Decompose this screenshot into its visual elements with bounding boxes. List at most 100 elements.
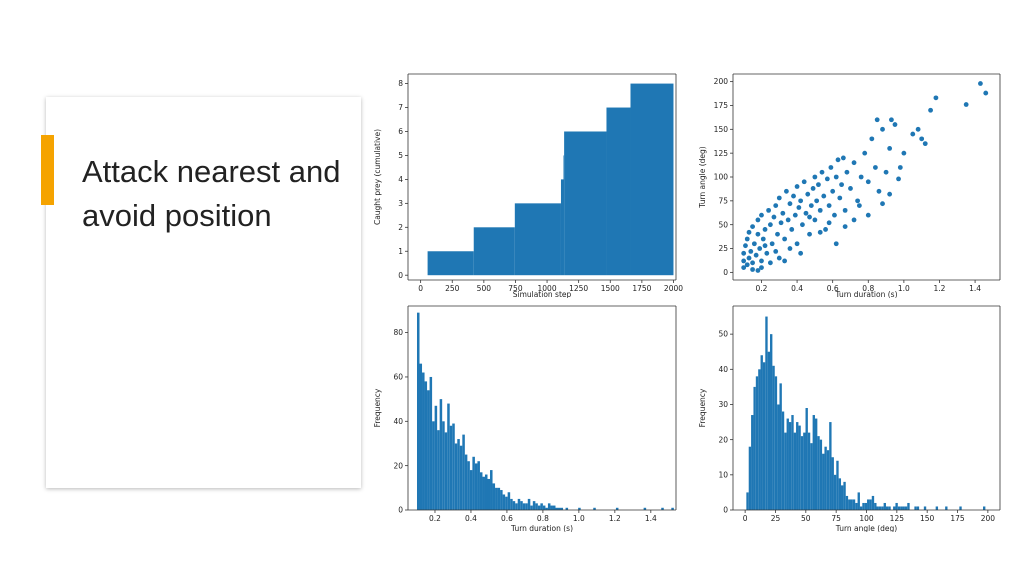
histogram-bar bbox=[643, 507, 647, 510]
histogram-bar bbox=[900, 506, 903, 510]
step-area-0 bbox=[427, 251, 474, 276]
histogram-bar bbox=[459, 445, 463, 510]
scatter-point bbox=[833, 174, 839, 180]
y-axis-label: Frequency bbox=[373, 388, 382, 427]
histogram-bar bbox=[479, 472, 483, 510]
y-tick-label: 20 bbox=[393, 461, 403, 470]
histogram-bar bbox=[532, 501, 536, 510]
scatter-point bbox=[874, 117, 880, 123]
histogram-bar bbox=[424, 381, 428, 510]
y-tick-label: 150 bbox=[714, 125, 729, 134]
histogram-bar bbox=[836, 460, 839, 510]
y-tick-label: 8 bbox=[398, 79, 403, 88]
histogram-bar bbox=[558, 507, 561, 510]
scatter-point bbox=[807, 231, 812, 237]
histogram-bar bbox=[746, 492, 749, 510]
histogram-bar bbox=[490, 470, 493, 510]
histogram-bar bbox=[449, 425, 453, 510]
histogram-bar bbox=[751, 415, 754, 510]
histogram-bar bbox=[841, 485, 844, 510]
scatter-point bbox=[750, 267, 755, 272]
scatter-point bbox=[901, 150, 907, 156]
histogram-bar bbox=[822, 453, 825, 510]
histogram-bar bbox=[914, 506, 917, 510]
scatter-point bbox=[776, 255, 782, 261]
hist_duration-svg: 0.2 0.4 0.6 0.8 1.0 1.2 1.4 0 20 40 60 80 Turn durat… bbox=[373, 305, 677, 532]
histogram-bar bbox=[565, 507, 569, 510]
histogram-bar bbox=[959, 506, 962, 510]
scatter-point bbox=[762, 243, 768, 249]
x-tick-label: 25 bbox=[771, 514, 781, 523]
scatter-point bbox=[741, 250, 747, 256]
x-tick-label: 50 bbox=[801, 514, 811, 523]
scatter-point bbox=[791, 193, 796, 199]
histogram-bar bbox=[661, 507, 664, 510]
x-tick-label: 0.2 bbox=[756, 284, 768, 293]
histogram-bar bbox=[530, 505, 533, 510]
y-tick-label: 125 bbox=[714, 149, 729, 158]
histogram-bar bbox=[753, 386, 756, 510]
x-tick-label: 150 bbox=[920, 514, 935, 523]
histogram-bar bbox=[826, 450, 830, 510]
histogram-bar bbox=[895, 502, 898, 510]
scatter-point bbox=[865, 179, 871, 185]
histogram-bar bbox=[800, 436, 804, 510]
histogram-bar bbox=[517, 498, 521, 510]
y-tick-label: 0 bbox=[723, 268, 728, 277]
histogram-bar bbox=[535, 503, 538, 510]
scatter-point bbox=[848, 186, 853, 191]
histogram-bar bbox=[552, 505, 556, 510]
scatter-point bbox=[830, 188, 836, 194]
histogram-bar bbox=[755, 376, 759, 510]
histogram-bar bbox=[542, 505, 546, 510]
title-card bbox=[46, 97, 361, 488]
histogram-bar bbox=[464, 454, 468, 510]
hist_angle-svg: 0 25 50 75 100 125 150 175 200 0 10 20 30 40 50 Turn an… bbox=[698, 305, 1001, 532]
scatter-point bbox=[869, 136, 875, 142]
histogram-bar bbox=[824, 446, 827, 510]
histogram-bar bbox=[512, 501, 516, 510]
scatter-point bbox=[803, 210, 809, 216]
x-tick-label: 1.0 bbox=[573, 514, 585, 523]
histogram-bar bbox=[817, 436, 820, 510]
histogram-bar bbox=[492, 483, 496, 510]
scatter-point bbox=[873, 165, 878, 170]
scatter-point bbox=[851, 160, 857, 166]
x-axis-label: Turn duration (s) bbox=[835, 290, 898, 298]
scatter-point bbox=[759, 265, 764, 271]
histogram-bar bbox=[862, 502, 865, 510]
histogram-bar bbox=[507, 492, 511, 510]
step-area-1 bbox=[473, 227, 515, 276]
histogram-bar bbox=[510, 498, 513, 510]
y-tick-label: 40 bbox=[393, 417, 403, 426]
histogram-bar bbox=[758, 369, 761, 510]
x-axis-label: Turn duration (s) bbox=[510, 524, 573, 532]
x-tick-label: 75 bbox=[831, 514, 841, 523]
histogram-bar bbox=[814, 418, 818, 510]
scatter-point bbox=[978, 81, 983, 86]
scatter-point bbox=[775, 231, 780, 237]
scatter-point bbox=[755, 217, 761, 223]
scatter-point bbox=[751, 241, 757, 247]
histogram-bar bbox=[774, 376, 778, 510]
y-tick-label: 1 bbox=[398, 247, 403, 256]
x-tick-label: 1.4 bbox=[645, 514, 657, 523]
scatter-point bbox=[876, 188, 882, 194]
scatter-point bbox=[762, 227, 768, 232]
scatter-point bbox=[855, 198, 860, 204]
x-tick-label: 250 bbox=[445, 284, 460, 293]
histogram-bar bbox=[505, 496, 508, 510]
scatter-point bbox=[792, 212, 798, 218]
histogram-bar bbox=[427, 390, 430, 510]
histogram-bar bbox=[432, 421, 435, 510]
scatter-point bbox=[769, 241, 775, 247]
histogram-bar bbox=[540, 503, 543, 510]
y-tick-label: 175 bbox=[714, 101, 729, 110]
histogram-bar bbox=[447, 403, 450, 510]
scatter-point bbox=[771, 214, 777, 220]
histogram-bar bbox=[869, 499, 872, 510]
scatter-point bbox=[760, 236, 766, 242]
histogram-bar bbox=[444, 432, 448, 510]
scatter-point bbox=[824, 176, 830, 182]
scatter-point bbox=[817, 229, 823, 235]
